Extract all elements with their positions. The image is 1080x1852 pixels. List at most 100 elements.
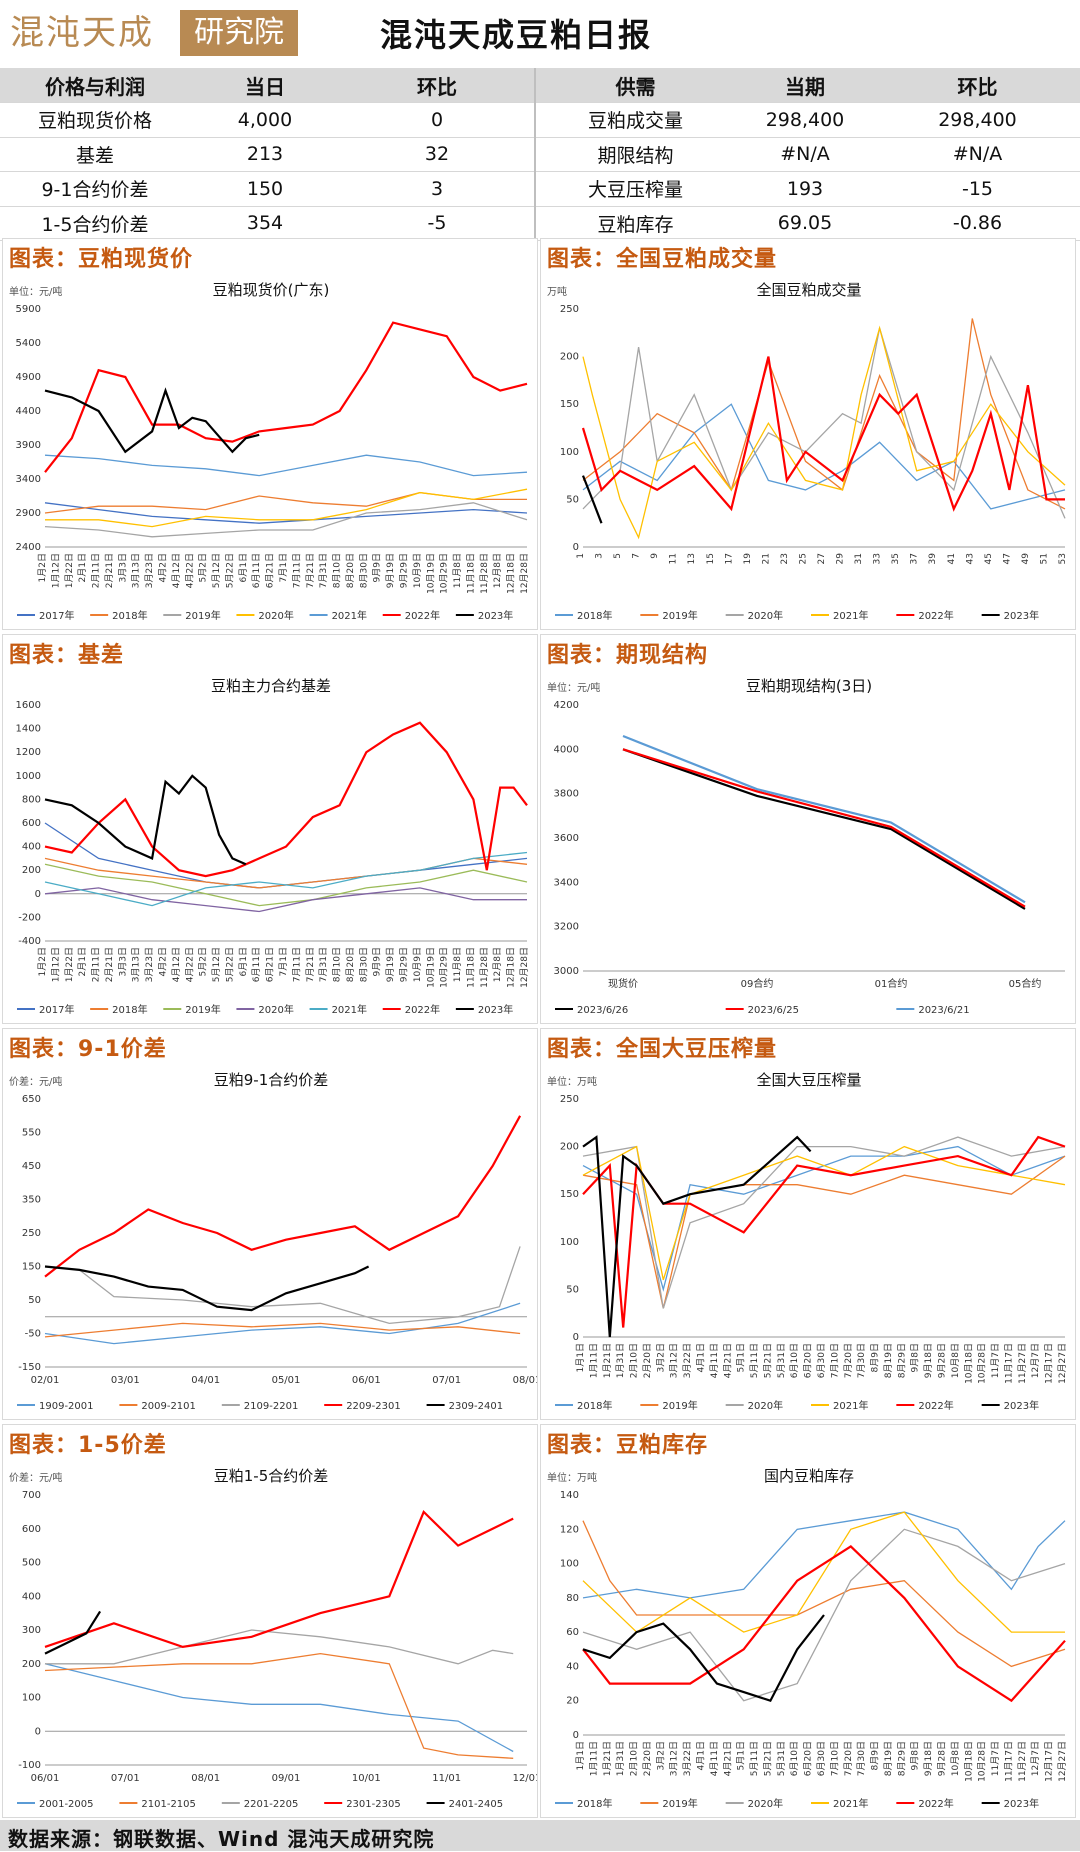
y-tick-label: 1000: [16, 771, 41, 782]
row-value: 4,000: [190, 102, 340, 138]
x-tick-label: 10月18日: [963, 1343, 974, 1384]
y-tick-label: 50: [566, 1284, 579, 1295]
x-tick-label: 11月18日: [465, 947, 476, 988]
x-tick-label: 5月21日: [762, 1343, 773, 1378]
x-tick-label: 9月28日: [937, 1741, 948, 1776]
series-line: [581, 475, 603, 524]
header-cell: 环比: [340, 68, 535, 103]
series-line: [44, 863, 528, 907]
x-tick-label: 7月31日: [318, 947, 329, 982]
y-tick-label: 700: [22, 1490, 41, 1501]
x-tick-label: 4月1日: [696, 1741, 707, 1770]
panel-spread15: 图表：1-5价差 豆粕1-5合约价差 价差：元/吨 -100 0 100 200 300 40…: [2, 1424, 538, 1818]
y-tick-label: 0: [573, 542, 579, 553]
x-tick-label: 6月1日: [238, 553, 249, 582]
y-tick-label: 200: [560, 352, 579, 363]
panel-spread91: 图表：9-1价差 豆粕9-1合约价差 价差：元/吨 -150 -50 50 150 250 3…: [2, 1028, 538, 1420]
x-tick-label: 9月18日: [923, 1741, 934, 1776]
x-tick-label: 6月20日: [803, 1343, 814, 1378]
y-tick-label: 500: [22, 1558, 41, 1569]
panel-title: 图表：豆粕现货价: [9, 247, 194, 272]
legend-label: 2022年: [918, 609, 953, 622]
x-tick-label: 10月19日: [425, 553, 436, 594]
x-tick-label: 12月27日: [1057, 1741, 1068, 1782]
x-tick-label: 19: [743, 553, 753, 565]
row-value: 69.05: [735, 206, 875, 241]
report-header: 混沌天成 研究院 混沌天成豆粕日报: [0, 0, 1080, 66]
legend-label: 2021年: [332, 1003, 367, 1016]
series-line: [44, 1115, 522, 1278]
legend-label: 2023年: [478, 609, 513, 622]
x-tick-label: 5月2日: [198, 553, 209, 582]
x-tick-label: 2月10日: [629, 1741, 640, 1776]
chart-crush: 全国大豆压榨量 单位：万吨 0 50 100 150 200 250 1月1日 1月11日 1月21…: [547, 1071, 1068, 1412]
x-tick-label: 1月21日: [602, 1741, 613, 1776]
x-tick-label: 6月21日: [265, 947, 276, 982]
x-tick-label: 3月2日: [655, 1741, 666, 1770]
x-tick-label: 51: [1039, 553, 1049, 564]
legend-label: 2401-2405: [449, 1799, 504, 1810]
legend-label: 2021年: [833, 1399, 868, 1412]
x-tick-label: 6月20日: [803, 1741, 814, 1776]
chart-title: 豆粕期现结构(3日): [746, 677, 872, 695]
x-tick-label: 15: [706, 553, 716, 564]
x-tick-label: 33: [873, 553, 883, 564]
legend-label: 2309-2401: [449, 1401, 504, 1412]
row-change: -15: [875, 171, 1080, 207]
legend-label: 2023年: [478, 1003, 513, 1016]
legend-label: 2018年: [112, 1003, 147, 1016]
x-tick-label: 2月1日: [77, 553, 88, 582]
x-tick-label: 11月18日: [465, 553, 476, 594]
x-tick-label: 8月20日: [345, 947, 356, 982]
x-tick-label: 7月21日: [305, 553, 316, 588]
x-tick-label: 3月13日: [131, 947, 142, 982]
x-tick-label: 03/01: [111, 1375, 140, 1386]
x-tick-label: 7月11日: [291, 553, 302, 588]
panel-basis: 图表：基差 豆粕主力合约基差 -400 -200 0 200 400 600 800 1000 1…: [2, 634, 538, 1024]
chart-title: 全国豆粕成交量: [756, 281, 861, 299]
y-tick-label: -400: [18, 936, 41, 947]
logo-text: 混沌天成: [10, 13, 154, 53]
x-tick-label: 8月9日: [870, 1343, 881, 1372]
row-change: -0.86: [875, 206, 1080, 241]
legend-label: 2017年: [39, 609, 74, 622]
x-tick-label: 5月2日: [198, 947, 209, 976]
series-line: [582, 1136, 1066, 1309]
series-line: [582, 403, 1066, 510]
x-tick-label: 9月9日: [372, 947, 383, 976]
series-line: [44, 887, 527, 913]
x-tick-label: 6月30日: [816, 1741, 827, 1776]
row-label: 豆粕成交量: [534, 102, 735, 138]
chart-title: 豆粕主力合约基差: [211, 677, 331, 695]
x-tick-label: 10月28日: [977, 1343, 988, 1384]
series-line: [44, 321, 528, 473]
y-tick-label: 3000: [554, 966, 579, 977]
x-tick-label: 2月20日: [642, 1343, 653, 1378]
y-tick-label: -200: [18, 912, 41, 923]
y-tick-label: 650: [22, 1094, 41, 1105]
x-tick-label: 07/01: [432, 1375, 461, 1386]
x-tick-label: 4月12日: [171, 553, 182, 588]
x-tick-label: 11月27日: [1017, 1343, 1028, 1384]
x-tick-label: 9月19日: [385, 947, 396, 982]
summary-table: 价格与利润 当日 环比 供需 当期 环比 豆粕现货价格 4,000 0 豆粕成交…: [0, 68, 1080, 241]
panel-title: 图表：基差: [9, 643, 125, 668]
company-logo: 混沌天成 研究院: [10, 8, 300, 58]
x-tick-label: 4月22日: [184, 553, 195, 588]
x-tick-label: 5月12日: [211, 553, 222, 588]
row-value: 298,400: [735, 102, 875, 138]
x-tick-label: 9: [650, 553, 660, 559]
chart-title: 国内豆粕库存: [764, 1467, 854, 1485]
x-tick-label: 02/01: [31, 1375, 60, 1386]
chart-basis: 豆粕主力合约基差 -400 -200 0 200 400 600 800 1000 1200 140…: [16, 677, 530, 1016]
legend-label: 2023年: [1004, 1399, 1039, 1412]
x-tick-label: 8月29日: [896, 1741, 907, 1776]
row-change: 0: [340, 102, 535, 138]
x-tick-label: 7月30日: [856, 1343, 867, 1378]
y-tick-label: 0: [573, 1730, 579, 1741]
x-tick-label: 6月1日: [238, 947, 249, 976]
y-tick-label: 1600: [16, 700, 41, 711]
y-tick-label: 0: [573, 1332, 579, 1343]
y-tick-label: 100: [560, 1237, 579, 1248]
y-tick-label: 20: [566, 1696, 579, 1707]
